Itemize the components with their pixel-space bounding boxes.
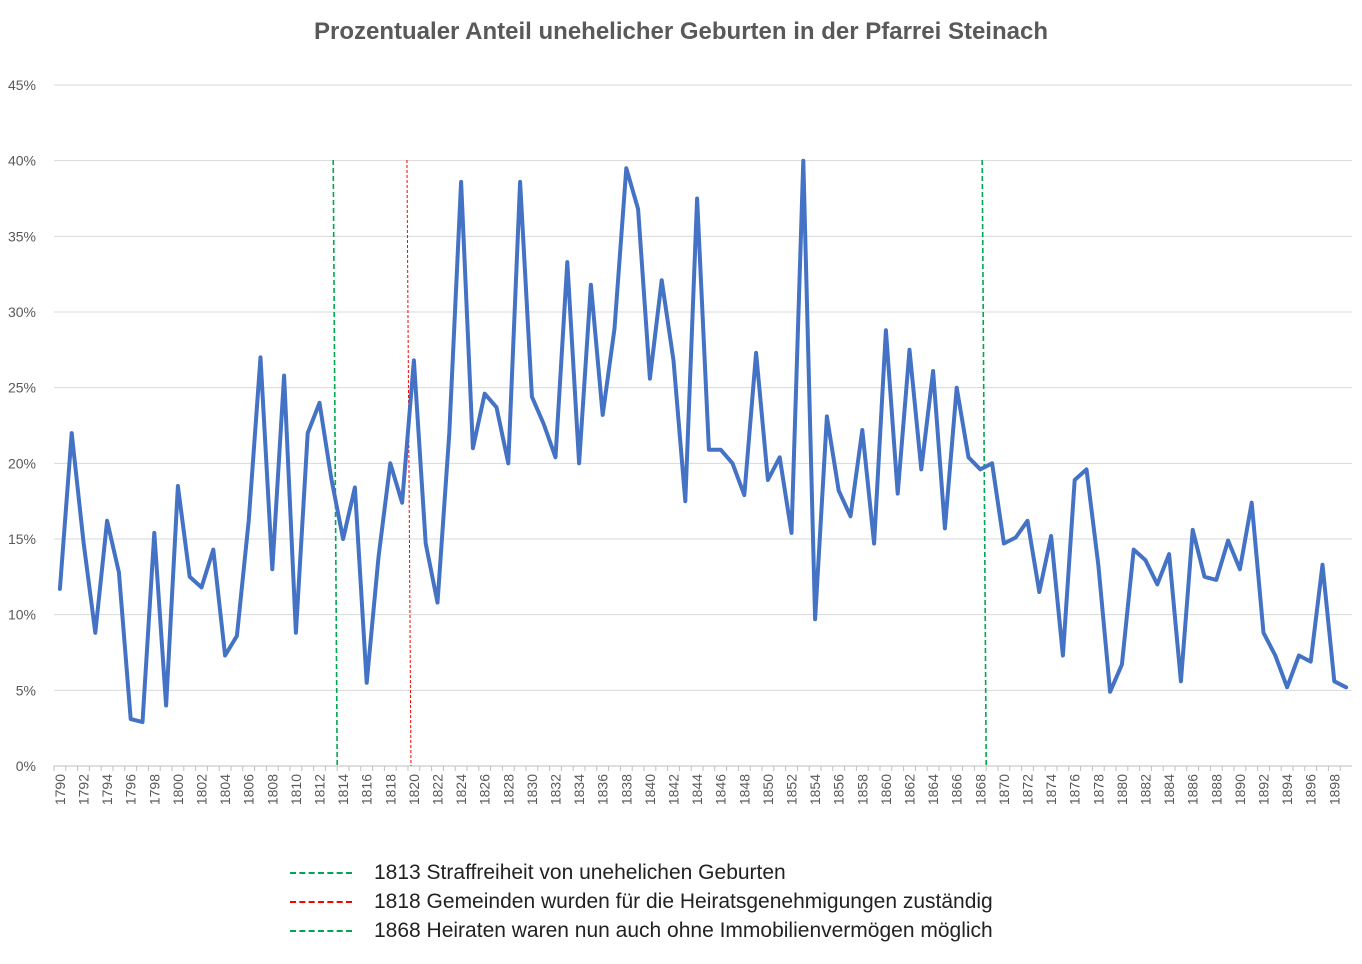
x-tick-label: 1860 [878,774,894,805]
y-tick-label: 15% [8,531,36,547]
legend-swatch [290,929,352,932]
x-tick-label: 1856 [831,774,847,805]
legend: 1813 Straffreiheit von unehelichen Gebur… [290,858,993,945]
y-tick-label: 35% [8,228,36,244]
y-tick-label: 0% [16,758,36,774]
x-tick-label: 1806 [241,774,257,805]
legend-swatch [290,900,352,903]
x-tick-label: 1888 [1208,774,1224,805]
x-tick-label: 1808 [264,774,280,805]
x-tick-label: 1884 [1161,774,1177,805]
y-tick-label: 30% [8,304,36,320]
y-tick-label: 25% [8,380,36,396]
x-tick-label: 1842 [666,774,682,805]
x-tick-label: 1828 [500,774,516,805]
x-tick-label: 1880 [1114,774,1130,805]
x-tick-label: 1838 [618,774,634,805]
x-tick-label: 1896 [1303,774,1319,805]
y-axis-ticks: 0% 5% 10% 15% 20% 25% 30% 35% 40% 45% [8,77,36,774]
x-tick-label: 1848 [736,774,752,805]
x-tick-label: 1872 [1020,774,1036,805]
x-tick-label: 1834 [571,774,587,805]
x-tick-label: 1804 [217,774,233,805]
y-tick-label: 40% [8,153,36,169]
legend-label: 1818 Gemeinden wurden für die Heiratsgen… [374,889,993,913]
x-tick-label: 1810 [288,774,304,805]
x-tick-label: 1844 [689,774,705,805]
x-tick-label: 1866 [949,774,965,805]
x-tick-label: 1886 [1185,774,1201,805]
x-tick-label: 1826 [477,774,493,805]
x-tick-label: 1874 [1043,774,1059,805]
x-tick-label: 1800 [170,774,186,805]
x-tick-label: 1876 [1067,774,1083,805]
x-tick-label: 1890 [1232,774,1248,805]
x-axis-ticks: 1790 1792 1794 1796 1798 1800 1802 1804 1806 1808… [52,766,1342,805]
legend-swatch [290,871,352,874]
x-tick-label: 1854 [807,774,823,805]
x-tick-label: 1882 [1138,774,1154,805]
x-tick-label: 1894 [1279,774,1295,805]
x-tick-label: 1790 [52,774,68,805]
chart-title: Prozentualer Anteil unehelicher Geburten… [314,18,1048,45]
x-tick-label: 1818 [382,774,398,805]
y-tick-label: 45% [8,77,36,93]
legend-item: 1818 Gemeinden wurden für die Heiratsgen… [290,887,993,916]
legend-item: 1813 Straffreiheit von unehelichen Gebur… [290,858,993,887]
x-tick-label: 1820 [406,774,422,805]
event-markers [332,159,987,767]
x-tick-label: 1892 [1256,774,1272,805]
x-tick-label: 1798 [146,774,162,805]
x-tick-label: 1852 [784,774,800,805]
x-tick-label: 1858 [854,774,870,805]
x-tick-label: 1832 [548,774,564,805]
event-marker-line [332,159,338,767]
x-tick-label: 1898 [1326,774,1342,805]
gridlines [54,84,1352,767]
x-tick-label: 1824 [453,774,469,805]
x-tick-label: 1870 [996,774,1012,805]
data-series [57,158,1349,725]
x-tick-label: 1878 [1090,774,1106,805]
x-tick-label: 1836 [595,774,611,805]
legend-item: 1868 Heiraten waren nun auch ohne Immobi… [290,916,993,945]
event-marker-line [406,159,412,767]
y-tick-label: 5% [16,682,36,698]
x-tick-label: 1794 [99,774,115,805]
x-tick-label: 1846 [713,774,729,805]
y-tick-label: 20% [8,455,36,471]
x-tick-label: 1814 [335,774,351,805]
x-tick-label: 1816 [359,774,375,805]
y-tick-label: 10% [8,607,36,623]
x-tick-label: 1868 [972,774,988,805]
event-marker-line [981,159,987,767]
x-tick-label: 1802 [194,774,210,805]
x-tick-label: 1850 [760,774,776,805]
x-tick-label: 1830 [524,774,540,805]
x-tick-label: 1812 [312,774,328,805]
legend-label: 1868 Heiraten waren nun auch ohne Immobi… [374,918,993,942]
x-tick-label: 1864 [925,774,941,805]
legend-label: 1813 Straffreiheit von unehelichen Gebur… [374,860,786,884]
x-tick-label: 1792 [76,774,92,805]
x-tick-label: 1796 [123,774,139,805]
x-tick-label: 1862 [902,774,918,805]
x-tick-label: 1822 [430,774,446,805]
x-tick-label: 1840 [642,774,658,805]
series-line [57,158,1349,725]
